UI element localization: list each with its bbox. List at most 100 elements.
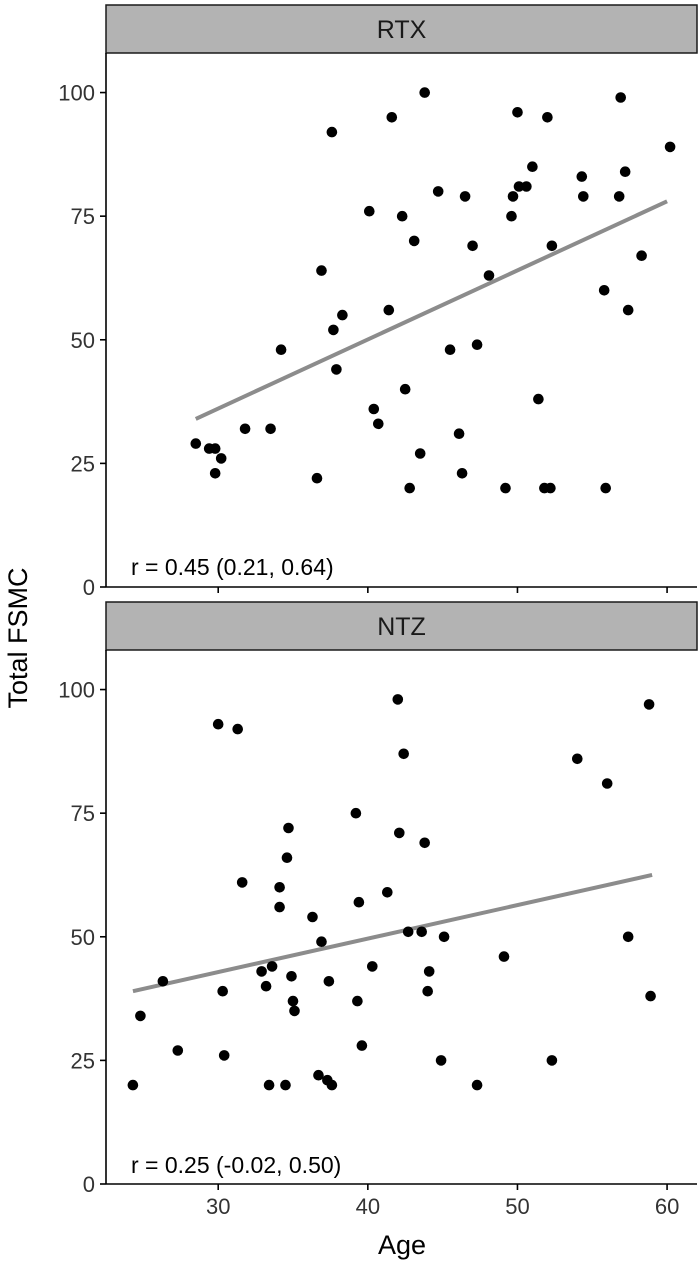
data-point: [323, 976, 335, 987]
x-tick-label: 30: [206, 1194, 230, 1219]
data-point: [600, 482, 611, 494]
y-tick-label: 100: [58, 678, 95, 703]
data-point: [263, 1079, 275, 1091]
data-point: [423, 966, 435, 977]
data-point: [622, 931, 634, 943]
data-point: [643, 699, 655, 710]
data-point: [286, 971, 297, 982]
correlation-annotation: r = 0.25 (-0.02, 0.50): [131, 1152, 341, 1178]
data-point: [578, 191, 589, 202]
x-axis-title: Age: [378, 1230, 426, 1260]
data-point: [328, 324, 339, 336]
data-point: [383, 304, 395, 316]
y-tick-label: 25: [71, 451, 95, 476]
data-point: [212, 718, 224, 730]
data-point: [260, 980, 272, 992]
data-point: [615, 92, 626, 103]
data-point: [533, 393, 544, 405]
data-point: [471, 339, 483, 351]
data-point: [414, 448, 426, 459]
data-point: [459, 191, 471, 202]
x-tick-label: 60: [655, 1194, 679, 1219]
data-point: [392, 694, 404, 705]
data-point: [190, 438, 202, 449]
data-point: [283, 822, 294, 834]
data-point: [326, 126, 338, 138]
data-point: [215, 453, 227, 464]
data-point: [266, 961, 278, 972]
data-point: [467, 240, 478, 252]
strip-label: RTX: [377, 16, 427, 44]
data-point: [394, 827, 405, 839]
data-point: [546, 240, 558, 252]
data-point: [444, 344, 456, 356]
data-point: [619, 166, 631, 177]
data-point: [326, 1079, 338, 1091]
data-point: [513, 181, 525, 192]
data-point: [218, 1050, 230, 1061]
data-point: [239, 423, 251, 435]
data-point: [598, 285, 610, 296]
data-point: [350, 807, 362, 819]
strip-background: [105, 601, 698, 651]
y-tick-label: 0: [83, 575, 95, 600]
data-point: [506, 210, 517, 222]
data-point: [172, 1045, 184, 1056]
data-point: [307, 911, 318, 923]
strip-label: NTZ: [377, 613, 426, 641]
y-tick-label: 50: [71, 925, 95, 950]
data-point: [456, 468, 468, 479]
data-point: [512, 107, 523, 118]
y-tick-label: 50: [71, 328, 95, 353]
data-point: [337, 309, 348, 321]
data-point: [386, 112, 398, 123]
data-point: [422, 985, 434, 997]
data-point: [364, 205, 375, 217]
data-point: [576, 171, 588, 182]
data-point: [498, 951, 510, 962]
data-point: [419, 87, 431, 98]
data-point: [274, 901, 285, 913]
y-tick-label: 0: [83, 1172, 95, 1197]
data-point: [281, 852, 293, 863]
data-point: [402, 926, 414, 938]
data-point: [367, 961, 378, 972]
data-point: [408, 235, 420, 247]
y-tick-label: 75: [71, 801, 95, 826]
data-point: [274, 882, 285, 893]
data-point: [471, 1079, 483, 1091]
data-point: [382, 887, 393, 898]
y-tick-label: 100: [58, 81, 95, 106]
regression-line: [132, 873, 653, 994]
data-point: [287, 995, 299, 1007]
data-point: [432, 186, 444, 197]
data-point: [613, 191, 625, 202]
data-point: [331, 364, 342, 375]
data-point: [280, 1079, 291, 1091]
panel-rtx: RTX 0 25 50 75 100 r = 0.45 (0.21, 0.64): [58, 4, 698, 600]
x-tick-label: 50: [505, 1194, 529, 1219]
data-point: [256, 966, 267, 977]
data-point: [546, 1055, 558, 1066]
data-point: [368, 403, 380, 415]
data-point: [316, 265, 327, 276]
data-point: [645, 990, 656, 1002]
data-point: [507, 191, 519, 202]
data-point: [438, 931, 450, 943]
data-point: [289, 1005, 300, 1017]
y-axis-title: Total FSMC: [3, 567, 33, 708]
data-point: [398, 748, 410, 760]
x-tick-label: 40: [356, 1194, 380, 1219]
data-point: [399, 383, 411, 395]
data-point: [236, 877, 248, 888]
data-point: [601, 778, 613, 789]
data-point: [217, 985, 228, 997]
data-point: [435, 1055, 447, 1066]
regression-line: [194, 199, 668, 421]
data-point: [209, 468, 221, 479]
data-point: [209, 443, 221, 454]
data-point: [419, 837, 431, 849]
data-point: [157, 976, 169, 987]
data-point: [373, 418, 384, 430]
data-point: [311, 472, 323, 484]
